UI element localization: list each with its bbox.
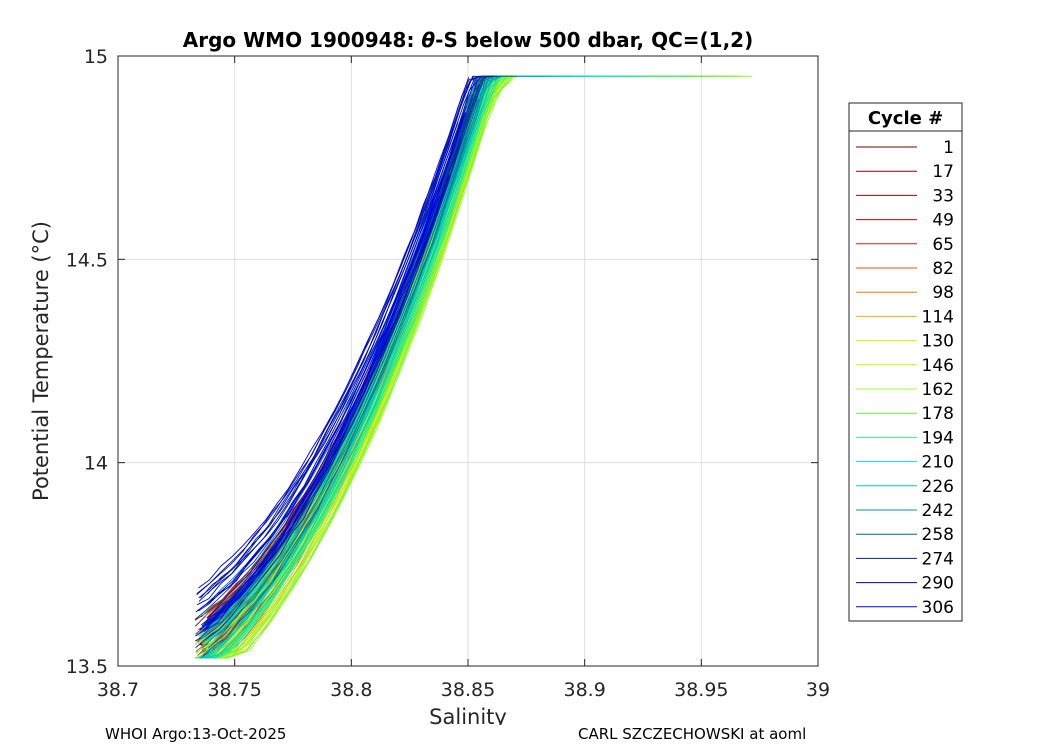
y-tick-label: 13.5 bbox=[66, 656, 108, 678]
legend-label: 258 bbox=[922, 525, 954, 545]
profile-line bbox=[196, 76, 476, 606]
legend-label: 290 bbox=[922, 574, 954, 594]
x-tick-label: 38.85 bbox=[441, 679, 495, 701]
x-tick-label: 38.9 bbox=[564, 679, 606, 701]
profile-line bbox=[206, 106, 467, 619]
profile-line bbox=[198, 122, 459, 602]
profile-line bbox=[195, 76, 486, 649]
footer-right: CARL SZCZECHOWSKI at aoml bbox=[578, 725, 807, 743]
profile-line bbox=[201, 112, 466, 627]
legend-label: 98 bbox=[932, 283, 954, 303]
legend-label: 146 bbox=[922, 356, 954, 376]
legend-label: 242 bbox=[922, 501, 954, 521]
legend-label: 65 bbox=[932, 235, 954, 255]
legend-label: 194 bbox=[922, 428, 954, 448]
theta-s-chart: 38.7 38.75 38.8 38.85 38.9 38.95 39 13.5 14 14.5 1… bbox=[29, 28, 963, 725]
profile-line bbox=[196, 76, 475, 596]
legend-label: 274 bbox=[922, 549, 954, 569]
profile-lines bbox=[194, 75, 753, 659]
legend-label: 49 bbox=[932, 211, 954, 231]
profile-line bbox=[195, 122, 463, 613]
legend-label: 130 bbox=[922, 332, 954, 352]
legend: Cycle # 1 17 33 49 65 82 98 114 130 146 162 178 194 2… bbox=[848, 102, 963, 622]
x-tick-label: 39 bbox=[806, 679, 830, 701]
y-tick-label: 14 bbox=[84, 453, 108, 475]
x-tick-label: 38.7 bbox=[97, 679, 139, 701]
legend-label: 1 bbox=[943, 138, 954, 158]
x-axis-label: Salinity bbox=[429, 705, 507, 725]
profile-line bbox=[203, 112, 468, 625]
footer-left: WHOI Argo:13-Oct-2025 bbox=[105, 725, 287, 743]
legend-label: 162 bbox=[922, 380, 954, 400]
x-tick-label: 38.8 bbox=[330, 679, 372, 701]
profile-line bbox=[194, 76, 478, 620]
legend-label: 114 bbox=[922, 307, 954, 327]
profile-line bbox=[208, 75, 508, 649]
profile-line bbox=[200, 75, 482, 599]
legend-label: 17 bbox=[932, 162, 954, 182]
profile-line bbox=[199, 84, 479, 634]
y-tick-label: 15 bbox=[84, 46, 108, 68]
legend-label: 210 bbox=[922, 453, 954, 473]
y-axis-label: Potential Temperature (°C) bbox=[29, 221, 53, 501]
profile-line bbox=[199, 195, 440, 631]
legend-entries: 1 17 33 49 65 82 98 114 130 146 162 178 194 210 226 242… bbox=[856, 138, 954, 618]
x-tick-label: 38.95 bbox=[674, 679, 728, 701]
profile-line bbox=[198, 76, 474, 599]
profile-line bbox=[202, 99, 479, 657]
profile-line bbox=[205, 75, 619, 617]
legend-title: Cycle # bbox=[868, 108, 943, 129]
y-tick-label: 14.5 bbox=[66, 249, 108, 271]
profile-line bbox=[201, 75, 534, 631]
legend-label: 178 bbox=[922, 404, 954, 424]
profile-line bbox=[203, 177, 443, 632]
profile-line bbox=[200, 75, 513, 659]
profile-line bbox=[205, 84, 480, 629]
profile-line bbox=[197, 76, 482, 612]
profile-line bbox=[202, 188, 446, 631]
profile-line bbox=[205, 137, 456, 606]
legend-label: 226 bbox=[922, 477, 954, 497]
x-tick-label: 38.75 bbox=[207, 679, 261, 701]
profile-line bbox=[203, 105, 467, 628]
legend-label: 306 bbox=[922, 598, 954, 618]
profile-line bbox=[204, 82, 478, 631]
profile-line bbox=[198, 77, 470, 589]
profile-line bbox=[207, 115, 465, 625]
legend-label: 82 bbox=[932, 259, 954, 279]
legend-label: 33 bbox=[932, 186, 954, 206]
axis-ticks: 38.7 38.75 38.8 38.85 38.9 38.95 39 13.5 14 14.5 1… bbox=[66, 46, 830, 701]
profile-line bbox=[195, 75, 516, 652]
chart-title: Argo WMO 1900948: θ-S below 500 dbar, QC… bbox=[183, 28, 753, 52]
